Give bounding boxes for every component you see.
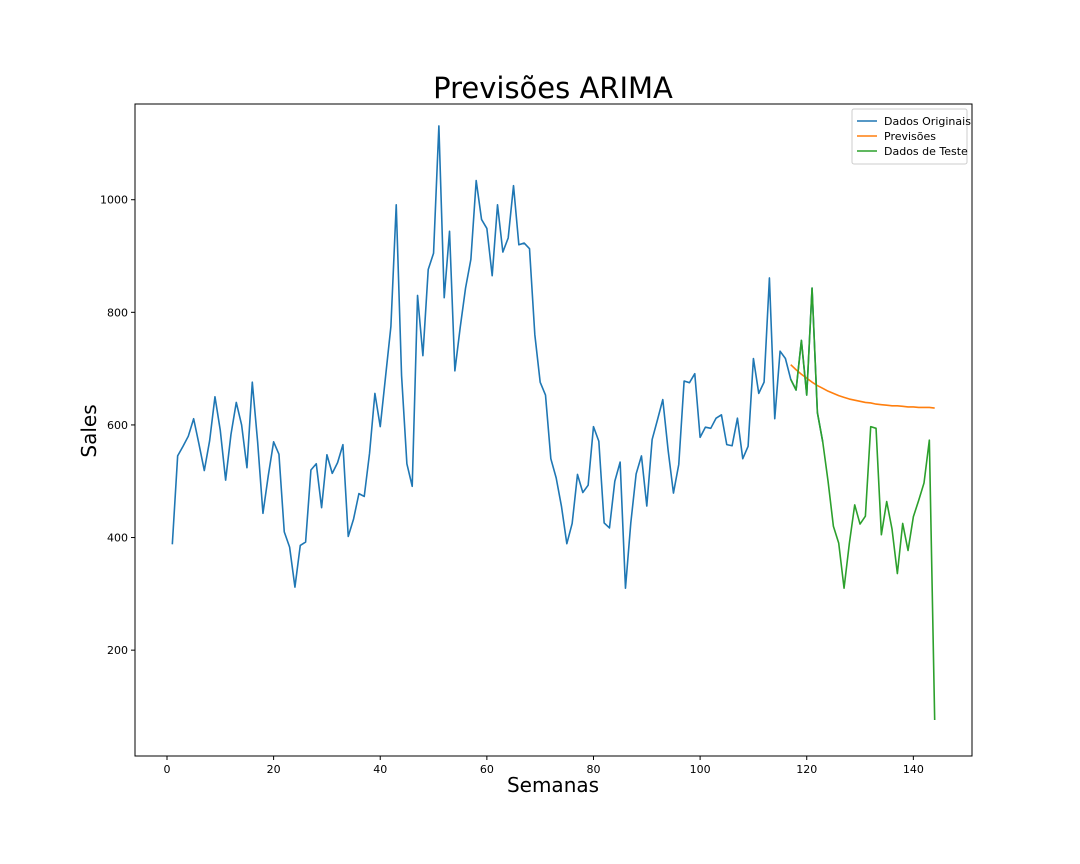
- x-tick-label: 100: [690, 763, 711, 776]
- series-line-0: [171, 125, 824, 590]
- x-axis: 0 20 40 60 80 100 120 140: [163, 756, 924, 776]
- series-line-1: [790, 364, 935, 409]
- chart-title: Previsões ARIMA: [433, 71, 673, 105]
- x-tick-label: 40: [373, 763, 387, 776]
- legend-label-1: Previsões: [884, 130, 936, 143]
- legend-box: [851, 108, 968, 165]
- legend-label-2: Dados de Teste: [884, 145, 968, 158]
- series-line-2: [790, 287, 936, 720]
- x-axis-label: Semanas: [507, 773, 599, 797]
- y-tick-label: 200: [107, 644, 128, 657]
- y-axis: 200 400 600 800 1000: [100, 194, 135, 657]
- y-tick-label: 1000: [100, 194, 128, 207]
- x-tick-label: 20: [267, 763, 281, 776]
- y-tick-label: 800: [107, 306, 128, 319]
- y-tick-label: 600: [107, 419, 128, 432]
- legend: Dados Originais Previsões Dados de Teste: [851, 108, 971, 165]
- y-tick-label: 400: [107, 532, 128, 545]
- x-tick-label: 0: [163, 763, 170, 776]
- x-tick-label: 120: [796, 763, 817, 776]
- plot-frame: [134, 103, 973, 757]
- series-layer: [171, 125, 936, 720]
- x-tick-label: 80: [586, 763, 600, 776]
- y-axis-label: Sales: [77, 404, 101, 457]
- x-tick-label: 60: [480, 763, 494, 776]
- x-tick-label: 140: [903, 763, 924, 776]
- legend-label-0: Dados Originais: [884, 115, 971, 128]
